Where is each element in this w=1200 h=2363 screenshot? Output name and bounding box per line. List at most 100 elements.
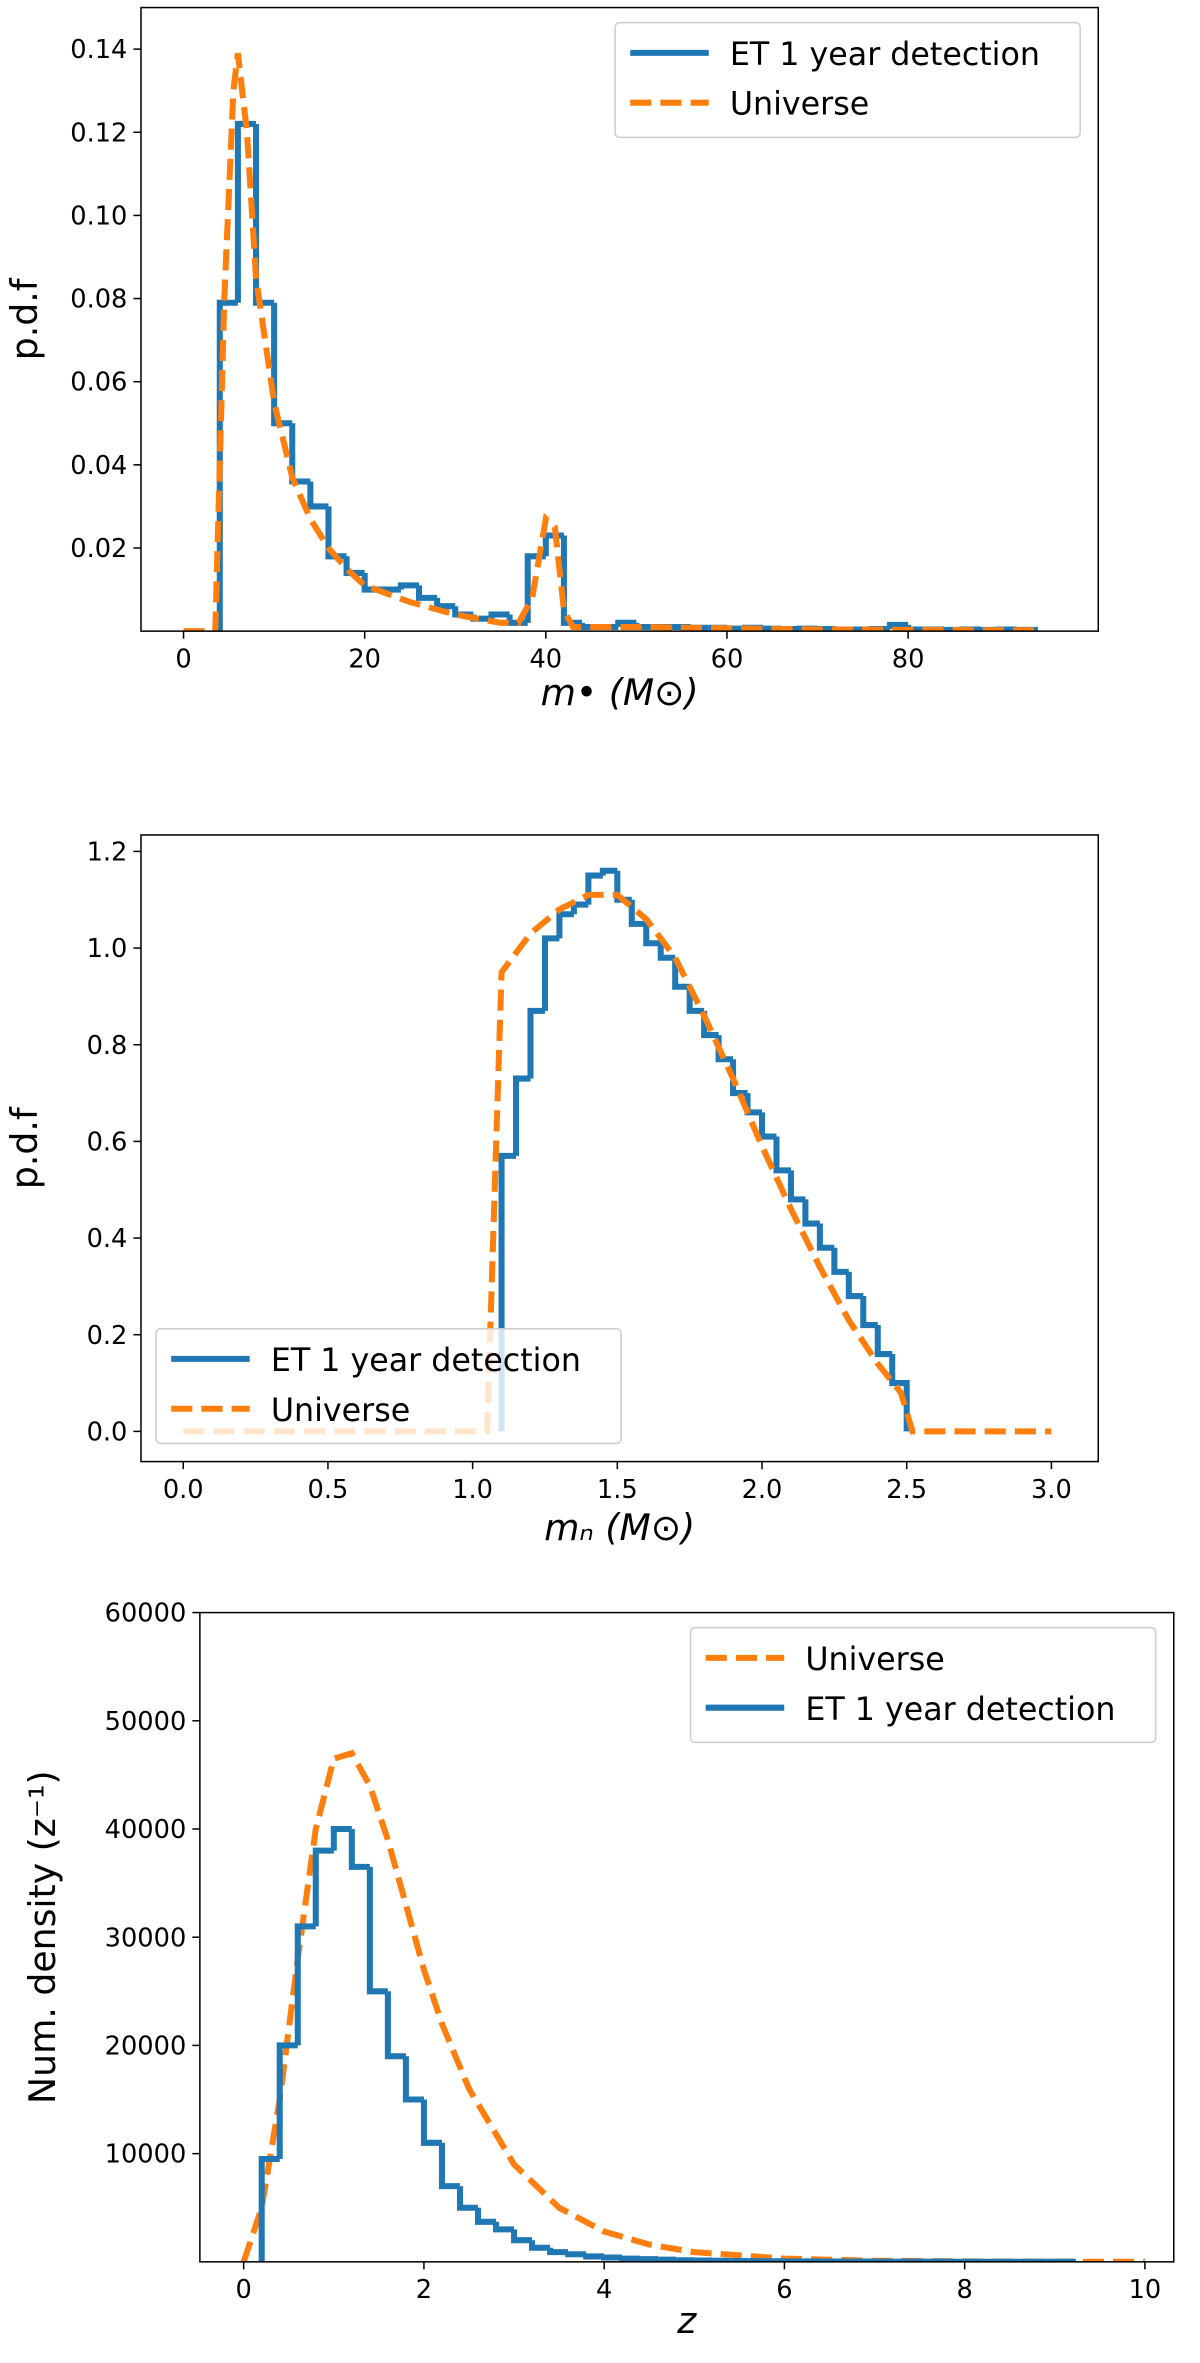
histogram-step [787, 1170, 806, 1203]
histogram-step [686, 986, 705, 1014]
histogram-step [615, 619, 637, 627]
x-tick-label: 60 [711, 644, 744, 674]
histogram-step [585, 872, 603, 905]
histogram-step [397, 582, 420, 590]
histogram-step [889, 1354, 910, 1432]
histogram-step [541, 935, 560, 1011]
histogram-step [547, 2247, 569, 2256]
histogram-step [529, 2240, 551, 2251]
x-tick-label: 2.5 [886, 1475, 927, 1505]
x-tick-label: 4 [596, 2275, 612, 2305]
y-tick-label: 60000 [105, 1599, 187, 1629]
x-tick-label: 8 [957, 2275, 973, 2305]
y-tick-label: 0.10 [70, 201, 127, 231]
legend-label: ET 1 year detection [730, 37, 1040, 73]
histogram-step [402, 2056, 424, 2103]
plot-frame [199, 1611, 1175, 2263]
histogram-step [583, 2253, 605, 2260]
y-tick-label: 0.2 [87, 1321, 128, 1351]
histogram-step [438, 2142, 460, 2190]
histogram-step [816, 1223, 835, 1251]
y-axis-label: p.d.f [3, 277, 46, 360]
histogram-step [493, 2221, 515, 2233]
x-tick-label: 2.0 [742, 1475, 783, 1505]
y-tick-label: 0.4 [87, 1224, 128, 1254]
histogram-step [556, 911, 574, 939]
y-tick-label: 0.12 [70, 118, 127, 148]
x-tick-label: 0 [175, 644, 191, 674]
line [183, 891, 1052, 1435]
histogram-step [271, 302, 293, 427]
legend-label: Universe [805, 1642, 944, 1678]
legend-box [689, 1626, 1157, 1744]
y-tick-label: 0.8 [87, 1031, 128, 1061]
subplot: 0 20 40 60 80 0.02 0.04 0.06 0.08 0.10 0.12 0.14 m• … [3, 6, 1100, 714]
histogram-step [513, 1075, 531, 1156]
y-tick-label: 0.04 [70, 451, 127, 481]
histogram-step [874, 1325, 893, 1358]
plot-frame [140, 834, 1100, 1463]
histogram-step [294, 1923, 316, 2046]
legend: ET 1 year detection Universe [614, 21, 1081, 139]
y-tick-label: 0.02 [70, 534, 127, 564]
histogram-step [312, 1847, 334, 1927]
histogram-step [474, 2207, 497, 2225]
plot-frame [140, 6, 1100, 632]
x-tick-label: 0.0 [163, 1475, 204, 1505]
y-tick-label: 10000 [105, 2140, 187, 2170]
plot-area [183, 52, 1038, 632]
histogram-step [527, 1007, 545, 1079]
x-tick-label: 0.5 [308, 1475, 349, 1505]
histogram-step [758, 1112, 777, 1140]
histogram-step [643, 923, 661, 947]
x-tick-label: 2 [416, 2275, 432, 2305]
y-tick-label: 40000 [105, 1815, 187, 1845]
histogram-step [330, 1825, 352, 1851]
histogram-step [655, 2256, 677, 2262]
histogram-step [384, 1991, 406, 2060]
histogram-step [831, 1247, 849, 1275]
plot-area [240, 1749, 1145, 2262]
histogram-step [619, 2255, 641, 2262]
subplot: 0 2 4 6 8 10 10000 20000 30000 40000 50000 60000 z Nu… [21, 1599, 1175, 2342]
histogram-step [673, 2257, 695, 2262]
histogram-step [672, 957, 690, 990]
histogram-step [289, 423, 311, 485]
histogram-step [657, 943, 676, 961]
histogram-step [599, 867, 618, 876]
histogram-step [628, 899, 647, 927]
histogram-step [366, 1866, 388, 1995]
legend-box [614, 21, 1081, 139]
y-tick-label: 0.6 [87, 1127, 128, 1157]
x-axis-label: m• (M⊙) [541, 671, 699, 714]
y-tick-label: 50000 [105, 1707, 187, 1737]
legend-label: ET 1 year detection [805, 1692, 1115, 1728]
histogram-step [802, 1199, 820, 1227]
x-tick-label: 6 [776, 2275, 792, 2305]
x-tick-label: 10 [1129, 2275, 1162, 2305]
histogram-step [845, 1271, 864, 1300]
x-axis-label: z [676, 2299, 697, 2342]
histogram-step [565, 2251, 587, 2258]
y-tick-label: 0.08 [70, 285, 127, 315]
y-tick-label: 1.2 [87, 837, 128, 867]
y-tick-label: 0.06 [70, 368, 127, 398]
histogram-step [511, 2229, 533, 2244]
histogram-step [252, 123, 275, 306]
histogram-step [560, 535, 583, 626]
legend: Universe ET 1 year detection [689, 1626, 1157, 1744]
histogram-step [434, 597, 456, 610]
y-tick-label: 20000 [105, 2031, 187, 2061]
plot-area [183, 867, 1052, 1435]
histogram-step [456, 2186, 478, 2211]
y-tick-label: 0.14 [70, 35, 127, 65]
subplot: 0.0 0.5 1.0 1.5 2.0 2.5 3.0 0.0 0.2 0.4 0.6 0.8 1.0 1… [3, 834, 1100, 1549]
x-tick-label: 1.5 [597, 1475, 638, 1505]
x-tick-label: 0 [236, 2275, 252, 2305]
y-tick-label: 0.0 [87, 1417, 128, 1447]
x-axis-label: mₙ (M⊙) [544, 1506, 695, 1549]
histogram-step [348, 1828, 370, 1870]
line [240, 1749, 1145, 2262]
x-tick-label: 20 [348, 644, 381, 674]
